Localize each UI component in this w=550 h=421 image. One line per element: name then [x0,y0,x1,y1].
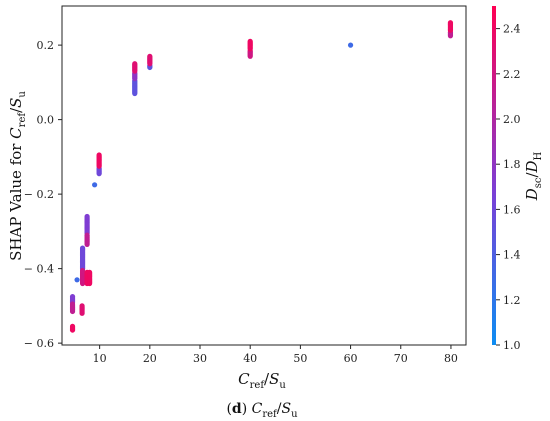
axis-ticks: 10 20 30 40 50 60 70 80 − 0.6 − 0.4 − 0.2 0.0 0.2 [24,39,458,365]
x-tick-label: 40 [243,352,257,365]
colorbar-tick-label: 1.8 [503,158,521,171]
data-point [69,293,76,300]
data-point [147,53,153,59]
colorbar-tick-label: 2.4 [503,23,521,36]
data-point [87,269,93,275]
colorbar-tick-label: 1.0 [503,339,521,352]
y-tick-label: − 0.6 [24,337,54,350]
x-tick-label: 70 [394,352,408,365]
data-point [69,323,76,329]
x-axis-label: Cref/Su [238,370,286,391]
data-point [92,182,98,188]
data-point [79,303,85,309]
data-point [69,301,76,307]
data-point [84,232,90,238]
x-tick-label: 80 [444,352,458,365]
colorbar-tick-label: 2.0 [503,113,521,126]
colorbar-tick-label: 1.2 [503,294,521,307]
x-tick-label: 20 [143,352,157,365]
colorbar-tick-label: 1.6 [503,203,521,216]
y-tick-label: 0.2 [37,39,55,52]
y-axis-label: SHAP Value for Cref/Su [7,91,28,261]
data-point [447,20,454,26]
data-point [247,38,253,44]
x-tick-label: 50 [293,352,307,365]
data-point [74,277,80,283]
colorbar-tick-label: 1.4 [503,249,521,262]
y-tick-label: 0.0 [37,114,55,127]
data-point [347,42,354,48]
x-tick-label: 60 [344,352,358,365]
colorbar-tick-label: 2.2 [503,68,521,81]
colorbar [492,6,496,345]
y-tick-label: − 0.2 [24,188,54,201]
x-tick-label: 10 [93,352,107,365]
data-point [84,213,90,220]
y-tick-label: − 0.4 [24,263,54,276]
data-point [79,267,86,274]
data-point [132,61,138,67]
plot-area [61,5,467,346]
figure-caption: (d) Cref/Su [226,401,298,420]
scatter-points [69,20,454,333]
colorbar-label: Dsc/DH [523,151,544,201]
data-point [79,245,86,251]
data-point [96,152,102,158]
x-tick-label: 30 [193,352,207,365]
colorbar-ticks: 1.0 1.2 1.4 1.6 1.8 2.0 2.2 2.4 [496,23,521,352]
